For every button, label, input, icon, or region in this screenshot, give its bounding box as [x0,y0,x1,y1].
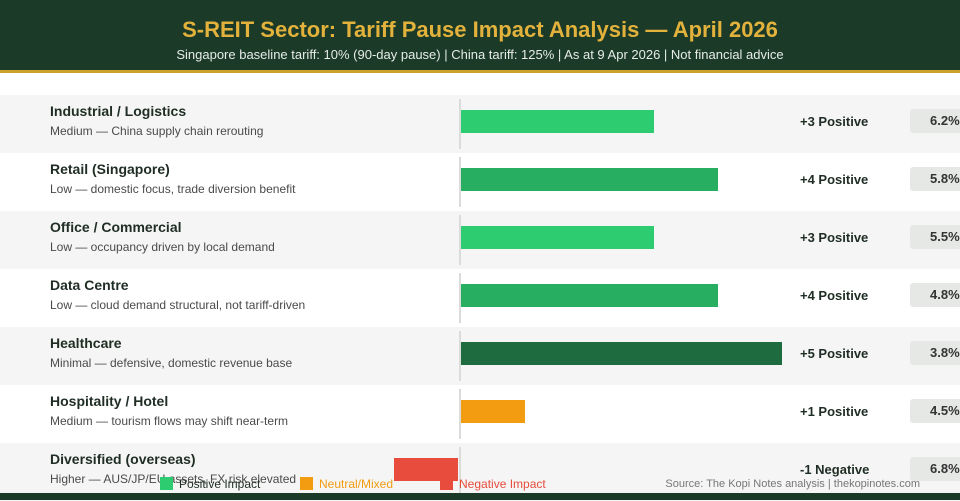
sector-row: Hospitality / Hotel Medium — tourism flow… [0,385,960,443]
impact-bar [461,342,782,365]
legend-positive-swatch [160,477,173,490]
zero-axis-line [459,99,461,149]
sector-name: Hospitality / Hotel [50,393,169,409]
legend-neutral-swatch [300,477,313,490]
sector-exposure: Low — occupancy driven by local demand [50,240,275,254]
sector-name: Diversified (overseas) [50,451,196,467]
footer-strip [0,493,960,500]
sector-exposure: Higher — AUS/JP/EU assets, FX risk eleva… [50,472,297,486]
legend-neutral-label: Neutral/Mixed [319,477,394,491]
sector-exposure: Medium — tourism flows may shift near-te… [50,414,289,428]
zero-axis-line [459,157,461,207]
sector-row: Retail (Singapore) Low — domestic focus, … [0,153,960,211]
sector-exposure: Medium — China supply chain rerouting [50,124,264,138]
dividend-yield-badge: 4.5% [910,399,960,423]
zero-axis-line [459,389,461,439]
sector-name: Retail (Singapore) [50,161,170,177]
legend-negative-label: Negative Impact [459,477,546,491]
sector-exposure: Minimal — defensive, domestic revenue ba… [50,356,293,370]
sector-name: Healthcare [50,335,122,351]
dividend-yield-badge: 3.8% [910,341,960,365]
impact-score-label: +4 Positive [800,172,869,187]
sector-name: Office / Commercial [50,219,182,235]
zero-axis-line [459,273,461,323]
legend-positive: Positive Impact [160,477,260,491]
impact-score-label: -1 Negative [800,462,870,477]
sector-row: Healthcare Minimal — defensive, domestic … [0,327,960,385]
dividend-yield-badge: 6.2% [910,109,960,133]
legend-positive-label: Positive Impact [179,477,261,491]
impact-score-label: +5 Positive [800,346,869,361]
dividend-yield-badge: 4.8% [910,283,960,307]
impact-bar [461,226,654,249]
zero-axis-line [459,215,461,265]
impact-bar [461,168,718,191]
header-banner [0,0,960,70]
impact-score-label: +4 Positive [800,288,869,303]
impact-bar [461,400,526,423]
sector-row: Industrial / Logistics Medium — China sup… [0,95,960,153]
impact-bar [461,110,654,133]
impact-score-label: +3 Positive [800,114,869,129]
sector-row: Diversified (overseas) Higher — AUS/JP/EU… [0,443,960,501]
impact-bar [394,458,459,481]
impact-score-label: +3 Positive [800,230,869,245]
impact-bar [461,284,718,307]
legend-neutral: Neutral/Mixed [300,477,393,491]
zero-axis-line [459,331,461,381]
dividend-yield-badge: 6.8% [910,457,960,481]
chart-title: S-REIT Sector: Tariff Pause Impact Analy… [182,17,778,42]
sector-row: Office / Commercial Low — occupancy drive… [0,211,960,269]
impact-score-label: +1 Positive [800,404,869,419]
header-divider [0,70,960,73]
sector-row: Data Centre Low — cloud demand structural… [0,269,960,327]
zero-axis-line [459,447,461,497]
dividend-yield-badge: 5.5% [910,225,960,249]
chart-subtitle: Singapore baseline tariff: 10% (90-day p… [176,47,784,62]
dividend-yield-badge: 5.8% [910,167,960,191]
sector-name: Industrial / Logistics [50,103,187,119]
sector-exposure: Low — domestic focus, trade diversion be… [50,182,296,196]
sector-name: Data Centre [50,277,129,293]
sector-exposure: Low — cloud demand structural, not tarif… [50,298,306,312]
source-note: Source: The Kopi Notes analysis | thekop… [665,478,920,490]
